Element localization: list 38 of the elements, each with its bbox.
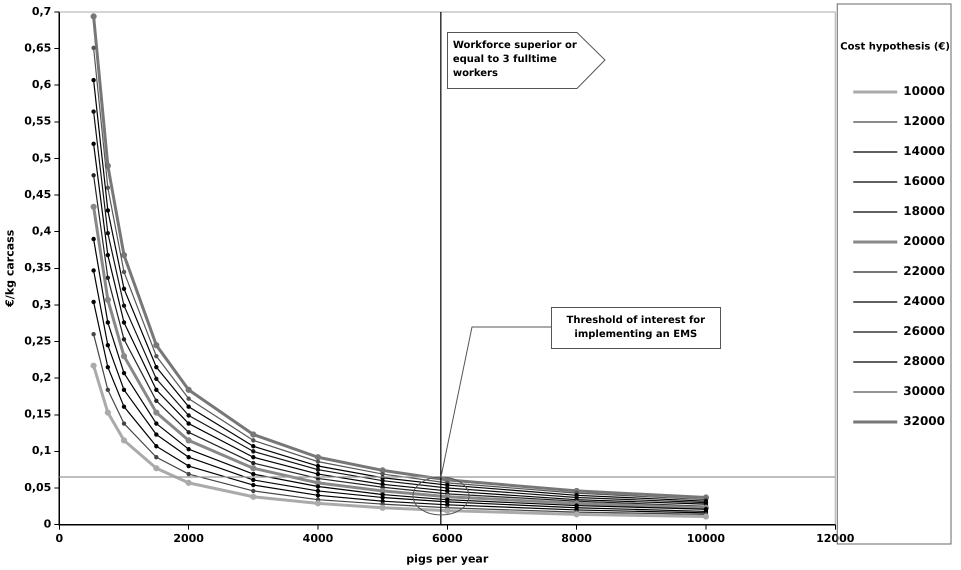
y-axis-title: €/kg carcass — [3, 229, 16, 308]
y-tick-label: 0,2 — [32, 371, 52, 384]
y-tick-label: 0,65 — [24, 41, 52, 54]
y-tick-label: 0,6 — [32, 78, 52, 92]
legend-label: 32000 — [903, 414, 945, 428]
x-tick-label: 4000 — [302, 532, 334, 546]
x-axis-title: pigs per year — [406, 552, 489, 566]
legend-label: 20000 — [903, 234, 945, 248]
legend-label: 24000 — [903, 294, 945, 308]
y-tick-label: 0,7 — [32, 4, 52, 18]
legend-label: 12000 — [903, 114, 945, 128]
legend-label: 22000 — [903, 264, 945, 278]
legend-label: 30000 — [903, 384, 945, 398]
y-tick-label: 0,35 — [24, 261, 52, 274]
x-tick-label: 2000 — [173, 532, 204, 546]
y-tick-label: 0,4 — [32, 224, 52, 238]
y-tick-label: 0,1 — [32, 444, 52, 458]
legend-label: 28000 — [903, 354, 945, 368]
y-tick-label: 0,25 — [24, 334, 52, 348]
y-tick-label: 0,15 — [24, 408, 52, 421]
legend-label: 26000 — [903, 324, 945, 338]
x-tick-label: 10000 — [686, 532, 726, 546]
x-tick-label: 8000 — [561, 532, 592, 546]
y-tick-label: 0,5 — [32, 151, 52, 164]
y-tick-label: 0 — [44, 517, 52, 530]
legend-label: 16000 — [903, 174, 945, 188]
x-tick-label: 0 — [56, 532, 64, 546]
legend-title: Cost hypothesis (€) — [840, 42, 950, 53]
legend-label: 10000 — [903, 84, 945, 98]
legend-label: 14000 — [903, 144, 945, 158]
annotation: Workforce superior or equal to 3 fulltime workers — [452, 39, 577, 81]
y-tick-label: 0,3 — [32, 298, 52, 311]
y-tick-label: 0,05 — [24, 480, 52, 494]
annotation: Threshold of interest for implementing an EMS — [550, 307, 721, 349]
y-tick-label: 0,55 — [24, 114, 52, 128]
y-tick-label: 0,45 — [24, 188, 52, 201]
legend-label: 18000 — [903, 204, 945, 218]
x-tick-label: 6000 — [432, 532, 463, 546]
